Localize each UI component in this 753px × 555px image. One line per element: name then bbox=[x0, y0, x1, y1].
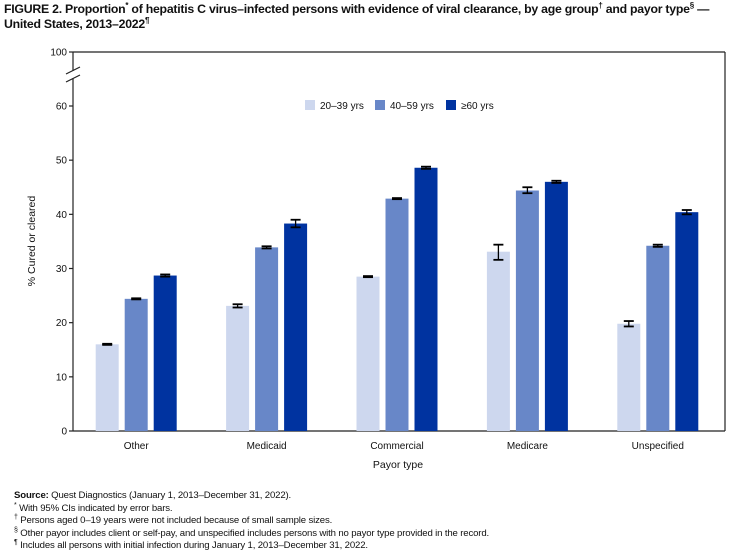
bar bbox=[414, 167, 438, 431]
source-note: Source: Quest Diagnostics (January 1, 20… bbox=[14, 490, 489, 503]
bar bbox=[515, 190, 539, 431]
legend-swatch bbox=[375, 100, 385, 110]
x-axis: Other Medicaid Commercial Medicare Unspecifi… bbox=[124, 441, 684, 452]
y-axis-label: % Cured or cleared bbox=[26, 196, 38, 287]
title-footnote-mark: ¶ bbox=[144, 15, 150, 25]
y-tick-label: 30 bbox=[56, 264, 68, 275]
bar bbox=[356, 276, 380, 431]
bar bbox=[284, 223, 308, 431]
y-tick-label: 60 bbox=[56, 102, 68, 113]
x-axis-label: Payor type bbox=[373, 459, 423, 471]
bar bbox=[385, 198, 409, 431]
bar bbox=[486, 251, 510, 431]
footnote-text: Other payor includes client or self-pay,… bbox=[17, 527, 490, 539]
axis-break-mark bbox=[65, 74, 81, 83]
legend-label: 20–39 yrs bbox=[320, 101, 364, 112]
bar bbox=[226, 305, 250, 431]
title-footnote-mark: § bbox=[689, 0, 694, 10]
footnote-text: Persons aged 0–19 years were not include… bbox=[17, 515, 333, 527]
title-text: — United States, 2013–2022 bbox=[4, 2, 710, 31]
footnote: * With 95% CIs indicated by error bars. bbox=[14, 501, 489, 516]
footnotes: Source: Quest Diagnostics (January 1, 20… bbox=[14, 490, 489, 553]
y-axis: 0 10 20 30 40 50 60 100 bbox=[50, 48, 81, 438]
title-text: and payor type bbox=[602, 2, 690, 16]
bar bbox=[646, 245, 670, 431]
bar bbox=[255, 247, 279, 431]
bar bbox=[124, 298, 148, 431]
footnote-mark: § bbox=[14, 526, 18, 534]
title-footnote-mark: † bbox=[598, 0, 603, 10]
legend-swatch bbox=[305, 100, 315, 110]
footnote: ¶ Includes all persons with initial infe… bbox=[14, 539, 489, 553]
x-tick-label: Other bbox=[124, 441, 150, 452]
x-tick-label: Unspecified bbox=[632, 441, 684, 452]
legend: 20–39 yrs 40–59 yrs ≥60 yrs bbox=[305, 100, 494, 112]
x-tick-label: Medicaid bbox=[247, 441, 287, 452]
footnote-mark: † bbox=[14, 514, 18, 521]
y-tick-label: 40 bbox=[56, 210, 68, 221]
axis-break-mark bbox=[65, 66, 81, 75]
x-tick-label: Medicare bbox=[507, 441, 549, 452]
footnote-mark: ¶ bbox=[14, 539, 18, 547]
legend-label: ≥60 yrs bbox=[461, 101, 494, 112]
bar bbox=[544, 181, 568, 431]
y-tick-label: 20 bbox=[56, 318, 68, 329]
title-text: of hepatitis C virus–infected persons wi… bbox=[128, 2, 599, 16]
y-tick-label: 10 bbox=[56, 372, 68, 383]
legend-label: 40–59 yrs bbox=[390, 101, 434, 112]
title-text: FIGURE 2. Proportion bbox=[4, 2, 126, 16]
footnote-text: With 95% CIs indicated by error bars. bbox=[16, 502, 173, 514]
footnote-mark: * bbox=[14, 501, 17, 509]
footnote: § Other payor includes client or self-pa… bbox=[14, 526, 490, 541]
y-tick-label: 0 bbox=[61, 427, 67, 438]
legend-swatch bbox=[446, 100, 456, 110]
title-footnote-mark: * bbox=[125, 0, 129, 10]
bar bbox=[95, 344, 119, 431]
bar bbox=[675, 212, 699, 431]
footnote-text: Includes all persons with initial infect… bbox=[17, 540, 368, 552]
source-label: Source: bbox=[14, 490, 49, 501]
y-tick-label: 50 bbox=[56, 156, 68, 167]
y-tick-label: 100 bbox=[50, 48, 67, 59]
source-text: Quest Diagnostics (January 1, 2013–Decem… bbox=[48, 490, 292, 501]
x-tick-label: Commercial bbox=[370, 441, 423, 452]
bars bbox=[95, 165, 699, 431]
bar bbox=[617, 323, 641, 431]
bar bbox=[153, 275, 177, 431]
figure-title: FIGURE 2. Proportion* of hepatitis C vir… bbox=[4, 0, 749, 32]
footnote: † Persons aged 0–19 years were not inclu… bbox=[14, 514, 489, 528]
